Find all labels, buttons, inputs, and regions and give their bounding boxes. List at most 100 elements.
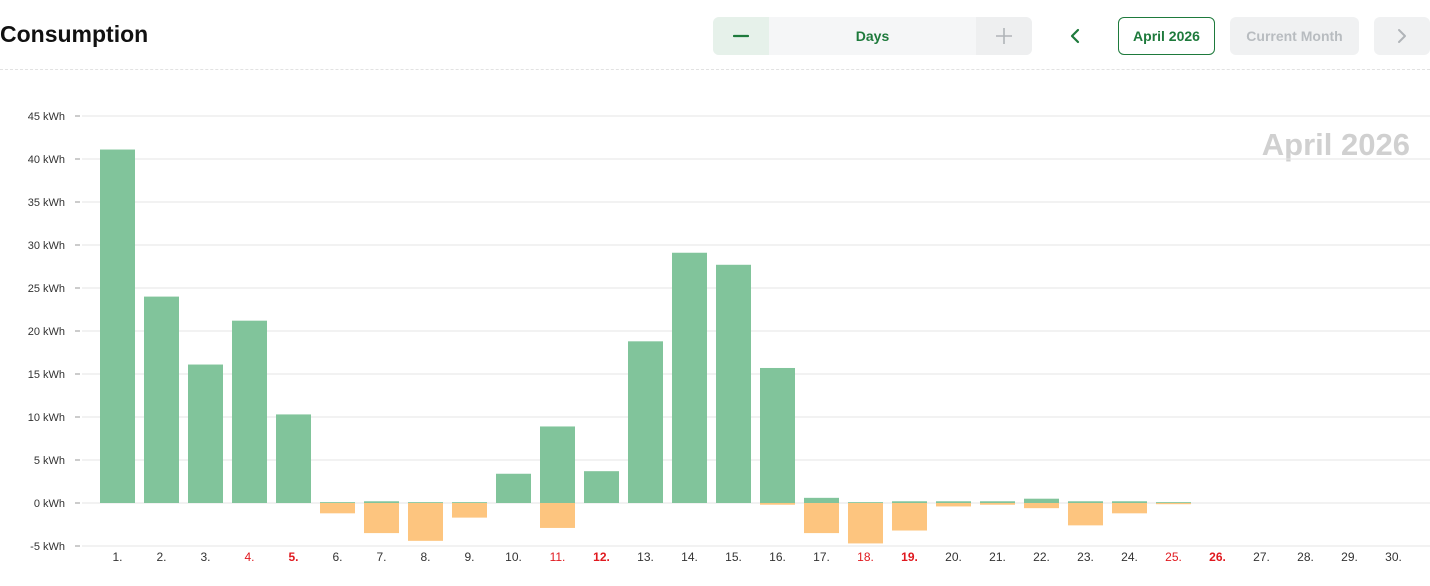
x-tick-label: 24.: [1121, 550, 1138, 564]
x-tick-label: 20.: [945, 550, 962, 564]
consumption-bar[interactable]: [584, 471, 619, 503]
current-month-button[interactable]: Current Month: [1230, 17, 1359, 55]
bars: [100, 149, 1191, 544]
minus-icon: [733, 34, 749, 38]
x-tick-label: 27.: [1253, 550, 1270, 564]
x-tick-label: 25.: [1165, 550, 1182, 564]
x-tick-label: 12.: [593, 550, 610, 564]
y-tick-label: 0 kWh: [34, 498, 65, 510]
x-tick-label: 19.: [901, 550, 918, 564]
consumption-bar[interactable]: [1156, 502, 1191, 504]
chart-watermark: April 2026: [1262, 127, 1410, 162]
consumption-bar[interactable]: [1112, 501, 1147, 503]
consumption-bar[interactable]: [980, 501, 1015, 503]
x-tick-label: 11.: [550, 550, 566, 564]
x-tick-label: 17.: [813, 550, 830, 564]
x-tick-label: 3.: [200, 550, 210, 564]
consumption-bar[interactable]: [320, 502, 355, 504]
consumption-bar[interactable]: [276, 414, 311, 503]
zoom-out-button[interactable]: [713, 17, 769, 55]
x-tick-label: 10.: [505, 550, 522, 564]
consumption-bar[interactable]: [628, 341, 663, 503]
x-tick-label: 8.: [420, 550, 430, 564]
y-tick-label: 25 kWh: [28, 283, 65, 295]
chevron-right-icon: [1398, 29, 1406, 43]
previous-button[interactable]: [1058, 17, 1092, 55]
consumption-bar[interactable]: [144, 296, 179, 503]
feed-in-bar[interactable]: [540, 503, 575, 528]
feed-in-bar[interactable]: [408, 503, 443, 541]
consumption-bar[interactable]: [716, 264, 751, 503]
consumption-bar[interactable]: [496, 473, 531, 503]
consumption-bar[interactable]: [540, 426, 575, 503]
x-axis: 1. 2. 3. 4. 5. 6. 7. 8. 9. 10. 11. 12. 13. 14. 15. 16. 1…: [112, 550, 1401, 564]
x-tick-label: 16.: [769, 550, 786, 564]
x-tick-label: 9.: [464, 550, 474, 564]
chevron-left-icon: [1070, 28, 1080, 44]
feed-in-bar[interactable]: [760, 503, 795, 505]
y-tick-label: 20 kWh: [28, 326, 65, 338]
x-tick-label: 29.: [1341, 550, 1358, 564]
consumption-bar[interactable]: [1068, 501, 1103, 503]
y-tick-label: 45 kWh: [28, 111, 65, 123]
consumption-bar[interactable]: [804, 497, 839, 503]
y-tick-label: 5 kWh: [34, 455, 65, 467]
period-label[interactable]: Days: [769, 17, 976, 55]
y-tick-label: 30 kWh: [28, 240, 65, 252]
consumption-bar[interactable]: [408, 502, 443, 504]
plus-icon: [996, 28, 1012, 44]
page-title: Consumption: [0, 21, 149, 47]
feed-in-bar[interactable]: [848, 503, 883, 544]
consumption-bar[interactable]: [892, 501, 927, 503]
consumption-bar[interactable]: [364, 501, 399, 503]
y-tick-label: -5 kWh: [30, 541, 65, 553]
feed-in-bar[interactable]: [1156, 503, 1191, 505]
x-tick-label: 6.: [332, 550, 342, 564]
x-tick-label: 4.: [244, 550, 254, 564]
y-tick-label: 35 kWh: [28, 197, 65, 209]
consumption-bar[interactable]: [452, 502, 487, 504]
x-tick-label: 23.: [1077, 550, 1094, 564]
consumption-bar[interactable]: [188, 364, 223, 503]
consumption-bar[interactable]: [672, 252, 707, 503]
consumption-bar[interactable]: [232, 320, 267, 503]
consumption-bar[interactable]: [936, 501, 971, 503]
period-selector: Days: [713, 17, 1032, 55]
x-tick-label: 2.: [156, 550, 166, 564]
x-tick-label: 21.: [989, 550, 1006, 564]
x-tick-label: 15.: [725, 550, 742, 564]
feed-in-bar[interactable]: [320, 503, 355, 514]
consumption-bar[interactable]: [760, 367, 795, 503]
feed-in-bar[interactable]: [452, 503, 487, 518]
x-tick-label: 14.: [681, 550, 698, 564]
x-tick-label: 5.: [288, 550, 298, 564]
consumption-bar[interactable]: [100, 149, 135, 504]
x-tick-label: 30.: [1385, 550, 1402, 564]
next-button[interactable]: [1374, 17, 1430, 55]
feed-in-bar[interactable]: [364, 503, 399, 534]
feed-in-bar[interactable]: [1068, 503, 1103, 526]
y-tick-label: 40 kWh: [28, 154, 65, 166]
feed-in-bar[interactable]: [804, 503, 839, 534]
x-tick-label: 26.: [1209, 550, 1226, 564]
x-tick-label: 13.: [637, 550, 654, 564]
month-button[interactable]: April 2026: [1118, 17, 1215, 55]
feed-in-bar[interactable]: [1024, 503, 1059, 509]
header: Consumption Days April 2026 Current Mont…: [0, 0, 1430, 70]
y-tick-label: 15 kWh: [28, 369, 65, 381]
consumption-bar[interactable]: [1024, 498, 1059, 503]
zoom-in-button[interactable]: [976, 17, 1032, 55]
x-tick-label: 7.: [376, 550, 386, 564]
x-tick-label: 1.: [112, 550, 122, 564]
feed-in-bar[interactable]: [892, 503, 927, 531]
y-axis: 45 kWh 40 kWh 35 kWh 30 kWh 25 kWh 20 kWh 15 k…: [28, 111, 80, 553]
x-tick-label: 18.: [857, 550, 874, 564]
consumption-bar[interactable]: [848, 502, 883, 504]
x-tick-label: 22.: [1033, 550, 1050, 564]
feed-in-bar[interactable]: [936, 503, 971, 507]
y-tick-label: 10 kWh: [28, 412, 65, 424]
feed-in-bar[interactable]: [1112, 503, 1147, 514]
feed-in-bar[interactable]: [980, 503, 1015, 505]
x-tick-label: 28.: [1297, 550, 1314, 564]
